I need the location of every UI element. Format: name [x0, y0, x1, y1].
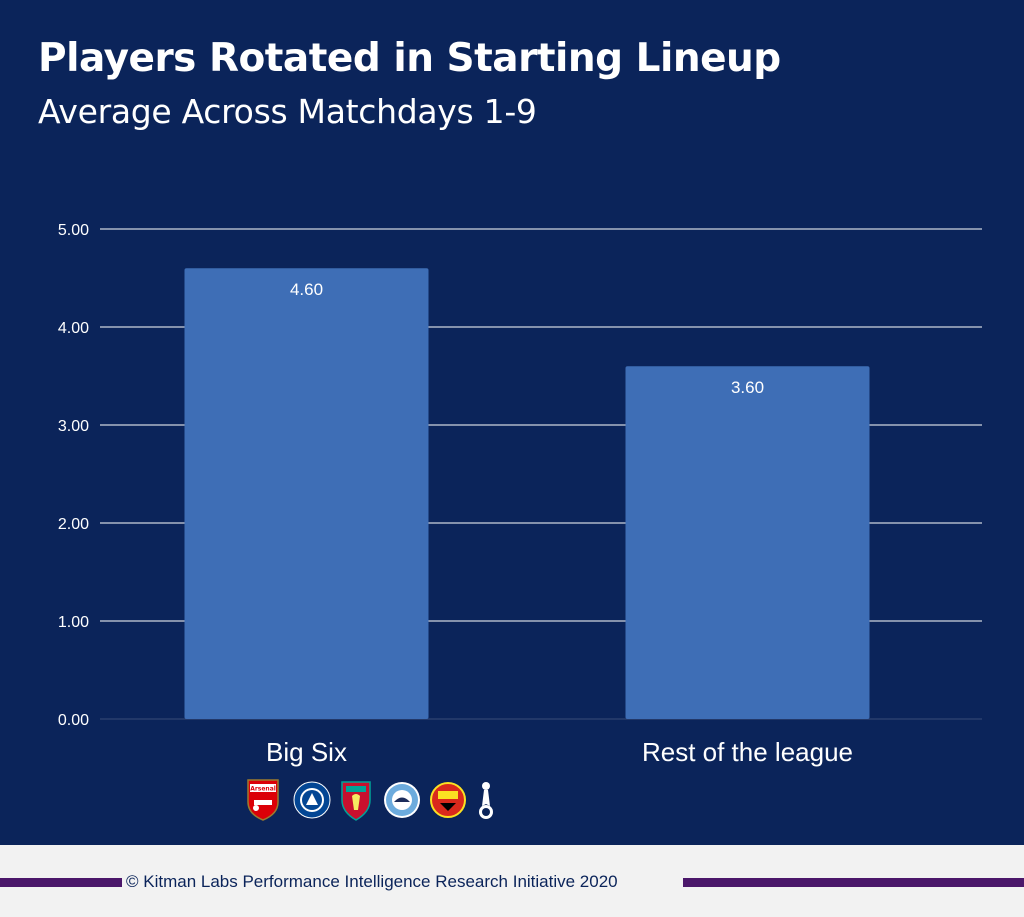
bar-rest-of-the-league [625, 366, 870, 719]
y-tick-label: 5.00 [58, 222, 89, 239]
bar-chart: 0.00 1.00 2.00 3.00 4.00 5.00 4.60 3.60 Big Si… [58, 222, 982, 767]
bars [184, 268, 870, 719]
footer-accent-bar-left [0, 878, 122, 887]
y-axis-tick-labels: 0.00 1.00 2.00 3.00 4.00 5.00 [58, 222, 89, 729]
y-tick-label: 2.00 [58, 516, 89, 533]
chart-title: Players Rotated in Starting Lineup [38, 36, 781, 81]
bar-value-label: 3.60 [731, 378, 764, 397]
footer-copyright: © Kitman Labs Performance Intelligence R… [126, 872, 618, 891]
bar-value-label: 4.60 [290, 280, 323, 299]
arsenal-crest-text: Arsenal [250, 786, 276, 793]
bar-big-six [184, 268, 429, 719]
manchester-city-crest-icon [384, 782, 420, 818]
y-tick-label: 4.00 [58, 320, 89, 337]
y-tick-label: 1.00 [58, 614, 89, 631]
chelsea-crest-icon [293, 781, 331, 819]
chart-subtitle: Average Across Matchdays 1-9 [38, 92, 537, 131]
tottenham-crest-icon [479, 782, 493, 819]
big-six-crests: Arsenal [247, 779, 493, 821]
footer-accent-bar-right [683, 878, 1024, 887]
arsenal-crest-icon: Arsenal [247, 779, 279, 821]
manchester-united-crest-icon [430, 782, 466, 818]
liverpool-crest-icon [341, 781, 371, 821]
bar-value-labels: 4.60 3.60 [290, 280, 764, 397]
x-axis-tick-labels: Big Six Rest of the league [266, 737, 853, 767]
y-tick-label: 3.00 [58, 418, 89, 435]
y-tick-label: 0.00 [58, 712, 89, 729]
x-tick-label: Rest of the league [642, 737, 853, 767]
x-tick-label: Big Six [266, 737, 347, 767]
